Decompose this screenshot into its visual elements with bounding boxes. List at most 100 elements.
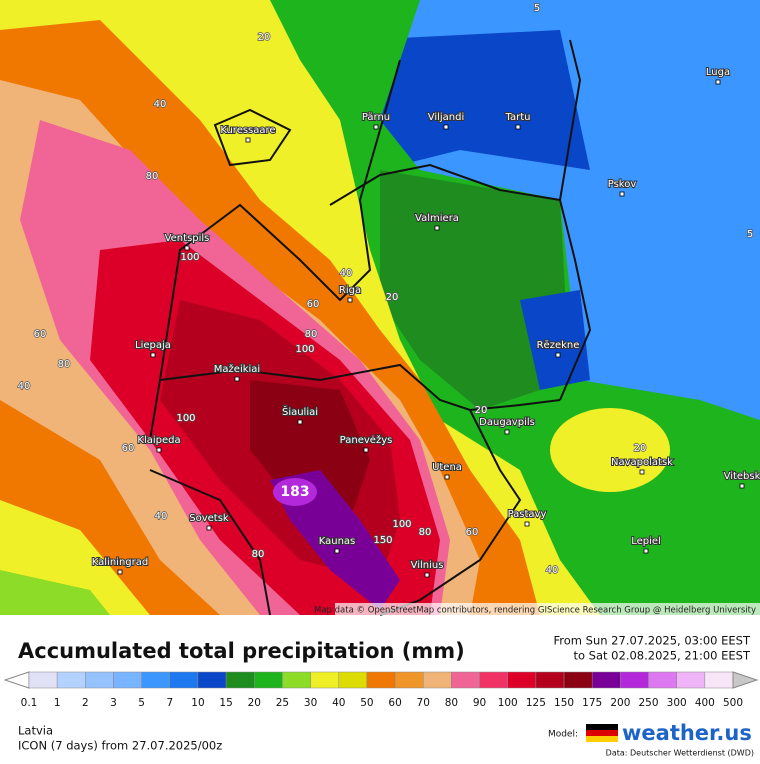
city-label: Luga: [706, 67, 730, 78]
legend-swatch: [563, 671, 593, 689]
legend-swatch: [648, 671, 677, 689]
legend-swatch: [28, 671, 58, 689]
contour-label: 80: [419, 527, 432, 538]
city-label: Pärnu: [362, 112, 390, 123]
contour-label: 40: [18, 381, 31, 392]
city-label: Pastavy: [508, 509, 547, 520]
legend-swatch: [254, 671, 283, 689]
city-dot: [739, 483, 745, 489]
city-dot: [515, 124, 521, 130]
legend-swatch: [338, 671, 368, 689]
city-dot: [184, 245, 190, 251]
legend-swatch: [591, 671, 621, 689]
legend-label: 80: [445, 697, 458, 709]
contour-label: 100: [392, 519, 411, 530]
city-label: Panevėžys: [340, 434, 393, 446]
city-label: Valmiera: [415, 213, 459, 224]
city-dot: [504, 429, 510, 435]
legend-label: 125: [526, 697, 546, 709]
legend-label: 400: [695, 697, 715, 709]
legend-label: 7: [166, 697, 173, 709]
city-dot: [434, 225, 440, 231]
contour-label: 80: [305, 329, 318, 340]
contour-label: 40: [340, 268, 353, 279]
legend-arrow: [3, 671, 30, 689]
legend-swatch: [197, 671, 227, 689]
city-dot: [156, 447, 162, 453]
legend-swatch: [225, 671, 255, 689]
map: Kuressaare Pärnu Viljandi Tartu Luga Pskov Val…: [0, 0, 760, 616]
city-label: Vilnius: [411, 560, 444, 571]
city-dot: [639, 469, 645, 475]
legend-label: 300: [667, 697, 687, 709]
city-dot: [297, 419, 303, 425]
contour-label: 150: [373, 535, 392, 546]
borders: [149, 39, 592, 616]
legend-label: 10: [191, 697, 204, 709]
legend-label: 3: [110, 697, 117, 709]
contour-label: 40: [546, 565, 559, 576]
legend-label: 500: [723, 697, 743, 709]
legend: 0.1 1 2 3 5 7 10 15 20 25 30 40 50 60 70 80 90 100 125 150 1…: [3, 671, 759, 709]
attribution: Map data © OpenStreetMap contributors, r…: [314, 606, 756, 616]
contour-label: 100: [180, 252, 199, 263]
city-label: Mažeikiai: [214, 363, 260, 375]
city-label: Pskov: [608, 179, 637, 190]
legend-label: 0.1: [21, 697, 38, 709]
city-label: Lepiel: [631, 536, 661, 547]
city-dot: [643, 548, 649, 554]
legend-swatch: [282, 671, 311, 689]
contour-label: 5: [534, 3, 540, 14]
city-label: Tartu: [505, 112, 531, 123]
field: [360, 30, 590, 170]
contour-label: 20: [634, 443, 647, 454]
city-label: Navapolatsk: [611, 457, 673, 468]
legend-swatch: [507, 671, 537, 689]
legend-swatch: [394, 671, 424, 689]
city-dot: [524, 521, 530, 527]
legend-swatch: [620, 671, 649, 689]
legend-label: 30: [304, 697, 317, 709]
contour-label: 5: [747, 229, 753, 240]
from: From Sun 27.07.2025, 03:00 EEST: [554, 634, 751, 648]
city-dot: [117, 569, 123, 575]
city-dot: [347, 297, 353, 303]
city-label: Viljandi: [428, 112, 465, 123]
city-label: Šiauliai: [282, 405, 318, 418]
legend-swatch: [366, 671, 396, 689]
legend-label: 2: [82, 697, 89, 709]
legend-swatch: [704, 671, 734, 689]
to: to Sat 02.08.2025, 21:00 EEST: [573, 649, 750, 663]
contour-label: 20: [475, 405, 488, 416]
attribution-bg: [335, 603, 760, 615]
city-dot: [363, 447, 369, 453]
field: [273, 478, 317, 506]
legend-arrow: [732, 671, 759, 689]
flag: [586, 724, 618, 742]
city-dot: [555, 352, 561, 358]
city-label: Kaliningrad: [92, 557, 148, 568]
coastline: [149, 59, 401, 441]
legend-swatch: [141, 671, 171, 689]
field: [550, 408, 670, 492]
city-dot: [619, 191, 625, 197]
contour-label: 60: [122, 443, 135, 454]
legend-swatch: [85, 671, 114, 689]
city-label: Rēzekne: [537, 340, 580, 351]
contour-label: 80: [252, 549, 265, 560]
city-dot: [234, 376, 240, 382]
legend-swatch: [451, 671, 480, 689]
legend-swatch: [310, 671, 340, 689]
contour-label: 60: [466, 527, 479, 538]
contour-label: 20: [386, 292, 399, 303]
model-run: ICON (7 days) from 27.07.2025/00z: [18, 739, 222, 753]
field: [0, 570, 110, 615]
city-label: Utena: [432, 462, 462, 473]
contour-label: 60: [307, 299, 320, 310]
model-label: Model:: [548, 730, 578, 740]
city-dot: [443, 124, 449, 130]
legend-label: 200: [610, 697, 630, 709]
brand: weather.us: [622, 721, 752, 745]
legend-label: 100: [498, 697, 518, 709]
